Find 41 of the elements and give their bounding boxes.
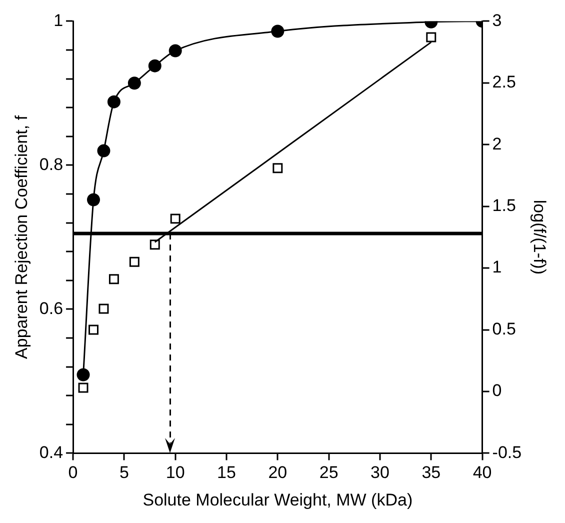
point bbox=[129, 256, 140, 267]
point bbox=[107, 95, 120, 108]
x-tick-label: 20 bbox=[268, 463, 288, 482]
point bbox=[426, 32, 436, 42]
y-tick-label: 1 bbox=[54, 10, 64, 30]
point bbox=[97, 144, 110, 158]
y2-tick-label: 0.5 bbox=[492, 319, 516, 338]
point bbox=[86, 193, 100, 206]
y2-tick-label: 2.5 bbox=[492, 72, 516, 92]
y2-tick-label: 0 bbox=[492, 381, 502, 400]
point bbox=[150, 240, 160, 250]
point bbox=[272, 163, 283, 174]
point bbox=[168, 44, 182, 58]
x-tick-label: 25 bbox=[319, 463, 338, 482]
y2-tick-label: 3 bbox=[492, 10, 502, 30]
point bbox=[78, 382, 88, 393]
y-tick-label: 0.4 bbox=[39, 442, 64, 462]
y2-tick-label: 2 bbox=[492, 134, 502, 154]
y2-tick-label: 1 bbox=[492, 258, 502, 277]
point bbox=[98, 304, 109, 314]
x-tick-label: 30 bbox=[370, 463, 390, 482]
point bbox=[271, 24, 284, 38]
y-tick-label: 0.6 bbox=[39, 298, 64, 318]
x-axis-title: Solute Molecular Weight, MW (kDa) bbox=[142, 490, 413, 510]
x-tick-label: 15 bbox=[217, 463, 236, 482]
x-tick-label: 10 bbox=[166, 463, 185, 482]
y2-tick-label: 1.5 bbox=[492, 196, 516, 216]
x-tick-label: 0 bbox=[68, 463, 78, 482]
point bbox=[76, 368, 90, 382]
point bbox=[148, 59, 162, 72]
x-tick-label: 35 bbox=[422, 463, 441, 482]
point bbox=[170, 214, 180, 224]
y-tick-label: 0.8 bbox=[39, 154, 64, 174]
x-tick-label: 40 bbox=[472, 463, 492, 482]
y2-axis-title: log(f/(1-f)) bbox=[530, 200, 550, 275]
point bbox=[108, 274, 119, 284]
x-tick-label: 5 bbox=[119, 463, 129, 482]
y-axis-title: Apparent Rejection Coefficient, f bbox=[12, 115, 31, 359]
point bbox=[88, 324, 98, 335]
y2-tick-label: -0.5 bbox=[492, 442, 522, 462]
point bbox=[128, 76, 141, 90]
